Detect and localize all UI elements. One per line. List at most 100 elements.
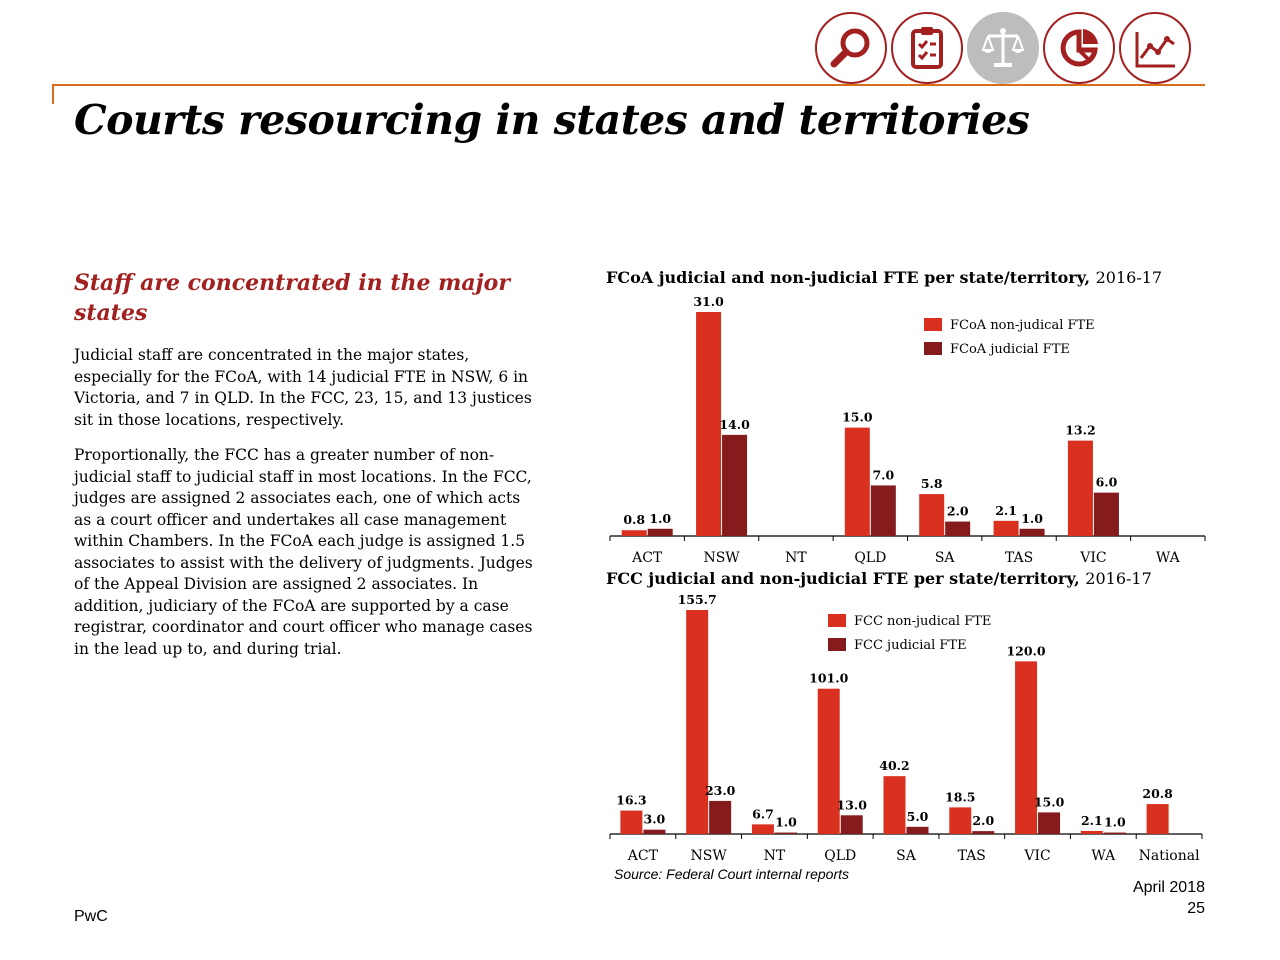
scales-of-justice-icon[interactable]: [967, 12, 1039, 84]
fcc-bar: [1146, 804, 1169, 834]
fcoa-bar: [696, 312, 722, 536]
fcc-data-label: 15.0: [1034, 794, 1065, 809]
fcoa-bar: [844, 427, 870, 536]
fcc-legend-label: FCC judicial FTE: [854, 638, 967, 653]
fcc-category-label: TAS: [958, 848, 986, 864]
fcc-bar: [686, 610, 709, 834]
fcc-legend-swatch: [828, 614, 846, 627]
fcoa-legend-swatch: [924, 342, 942, 355]
header-icon-row: [815, 12, 1191, 84]
fcoa-data-label: 2.0: [947, 504, 969, 519]
fcoa-data-label: 14.0: [719, 417, 750, 432]
fcoa-chart-title-year: 2016-17: [1095, 268, 1163, 287]
fcc-bar: [1038, 812, 1061, 834]
fcoa-chart-title: FCoA judicial and non-judicial FTE per s…: [606, 268, 1162, 287]
fcc-bar: [1103, 832, 1126, 834]
line-graph-icon[interactable]: [1119, 12, 1191, 84]
fcc-data-label: 101.0: [809, 671, 848, 686]
fcc-bar: [1015, 661, 1038, 834]
body-text: Judicial staff are concentrated in the m…: [74, 345, 536, 674]
fcoa-category-label: QLD: [854, 550, 886, 566]
fcc-data-label: 23.0: [705, 783, 736, 798]
fcoa-data-label: 31.0: [693, 294, 724, 309]
fcc-bar-chart: ACT16.33.0NSW155.723.0NT6.71.0QLD101.013…: [609, 592, 1203, 864]
fcoa-bar: [945, 521, 971, 536]
fcoa-bar: [1019, 528, 1045, 536]
fcoa-data-label: 13.2: [1065, 423, 1095, 438]
fcoa-category-label: ACT: [631, 550, 663, 566]
magnifier-icon[interactable]: [815, 12, 887, 84]
fcc-bar: [1080, 830, 1103, 834]
fcoa-data-label: 15.0: [842, 410, 873, 425]
fcoa-category-label: VIC: [1079, 550, 1106, 566]
fcc-category-label: NSW: [691, 848, 728, 864]
fcoa-legend-swatch: [924, 318, 942, 331]
fcoa-bar: [621, 530, 647, 536]
fcc-category-label: QLD: [824, 848, 856, 864]
fcoa-data-label: 0.8: [623, 512, 645, 527]
header-rule-tick: [52, 84, 54, 104]
body-paragraph-2: Proportionally, the FCC has a greater nu…: [74, 446, 533, 658]
footer-date-block: April 2018 25: [1133, 877, 1205, 919]
fcoa-bar: [1067, 440, 1093, 536]
footer-date: April 2018: [1132, 879, 1205, 896]
fcc-bar: [906, 826, 929, 834]
fcoa-legend-label: FCoA non-judical FTE: [950, 318, 1095, 333]
fcc-bar: [817, 688, 840, 834]
fcoa-bar: [647, 528, 673, 536]
fcc-data-label: 6.7: [752, 806, 774, 821]
fcc-data-label: 3.0: [644, 812, 666, 827]
page-number: 25: [1187, 900, 1205, 917]
fcc-data-label: 18.5: [945, 789, 975, 804]
fcc-chart-title: FCC judicial and non-judicial FTE per st…: [606, 569, 1152, 588]
fcc-chart-title-year: 2016-17: [1085, 569, 1152, 588]
fcc-data-label: 2.1: [1081, 813, 1103, 828]
fcoa-bar-chart: ACT 0.8 1.0 NSW 31.0 14.0 NT QLD 15.0 7.0 SA 5.8 2.0…: [609, 294, 1206, 566]
fcc-category-label: VIC: [1023, 848, 1050, 864]
page-title: Courts resourcing in states and territor…: [74, 96, 1030, 144]
brand-footer: PwC: [74, 908, 108, 925]
fcc-category-label: ACT: [627, 848, 659, 864]
fcc-category-label: National: [1139, 848, 1200, 864]
clipboard-checklist-icon[interactable]: [891, 12, 963, 84]
fcc-bar: [949, 807, 972, 834]
fcc-bar: [709, 800, 732, 834]
fcoa-category-label: SA: [935, 550, 956, 566]
fcc-data-label: 20.8: [1142, 786, 1173, 801]
source-note: Source: Federal Court internal reports: [614, 866, 849, 882]
fcoa-bar: [919, 494, 945, 536]
fcc-data-label: 16.3: [616, 793, 646, 808]
fcc-legend-swatch: [828, 638, 846, 651]
body-paragraph-1: Judicial staff are concentrated in the m…: [74, 346, 532, 429]
fcc-category-label: WA: [1091, 848, 1116, 864]
fcc-bar: [774, 832, 797, 834]
fcoa-bar: [993, 520, 1019, 536]
fcoa-data-label: 2.1: [995, 503, 1017, 518]
fcoa-bar: [1093, 492, 1119, 536]
fcc-data-label: 1.0: [1104, 815, 1126, 830]
pie-chart-icon[interactable]: [1043, 12, 1115, 84]
fcoa-bar: [722, 434, 748, 536]
fcoa-category-label: TAS: [1005, 550, 1033, 566]
fcc-data-label: 5.0: [907, 809, 929, 824]
fcc-bar: [751, 824, 774, 834]
fcoa-data-label: 5.8: [921, 476, 943, 491]
fcc-legend-label: FCC non-judical FTE: [854, 614, 991, 629]
header-rule: [52, 84, 1205, 86]
fcoa-category-label: NSW: [703, 550, 740, 566]
fcc-data-label: 40.2: [879, 758, 909, 773]
fcc-data-label: 1.0: [775, 815, 797, 830]
fcc-bar: [840, 815, 863, 834]
fcoa-data-label: 7.0: [872, 467, 894, 482]
fcc-category-label: SA: [896, 848, 917, 864]
section-subheading: Staff are concentrated in the major stat…: [74, 270, 510, 326]
fcc-data-label: 13.0: [836, 797, 867, 812]
fcoa-data-label: 6.0: [1096, 475, 1118, 490]
fcoa-chart-title-main: FCoA judicial and non-judicial FTE per s…: [606, 268, 1091, 287]
fcoa-data-label: 1.0: [1021, 511, 1043, 526]
fcc-bar: [883, 776, 906, 834]
fcc-bar: [972, 831, 995, 834]
fcc-data-label: 120.0: [1006, 643, 1045, 658]
fcoa-bar: [870, 485, 896, 536]
fcc-bar: [643, 829, 666, 834]
